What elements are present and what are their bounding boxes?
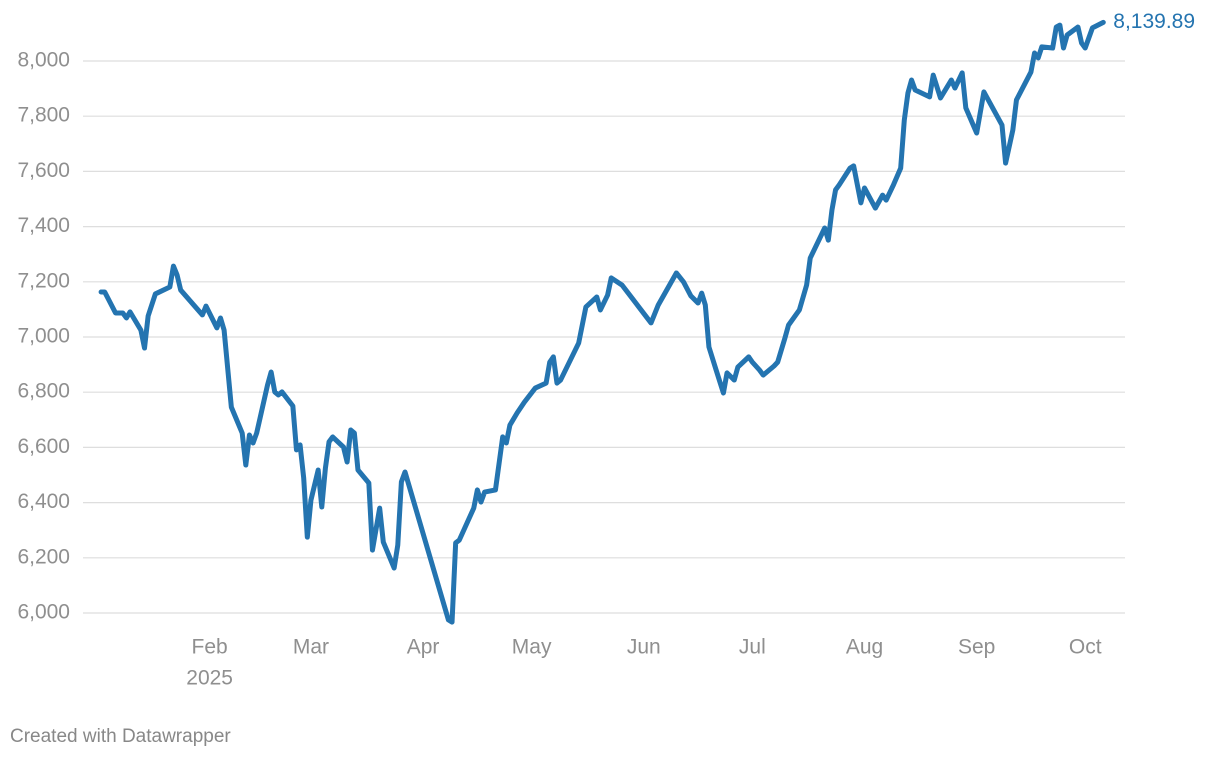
y-tick-label: 6,000 <box>17 601 70 624</box>
x-tick-label: Apr <box>407 636 440 659</box>
y-tick-label: 7,400 <box>17 214 70 237</box>
grid <box>83 60 1125 614</box>
y-tick-label: 7,000 <box>17 325 70 348</box>
y-tick-label: 8,000 <box>17 49 70 72</box>
x-tick-label: Sep <box>958 636 995 659</box>
y-tick-label: 6,400 <box>17 490 70 513</box>
x-tick-label: Oct <box>1069 636 1102 659</box>
axis-labels: 6,000 6,200 6,400 6,600 6,800 7,000 7,200 7,400… <box>17 49 1101 690</box>
x-year-label: 2025 <box>186 667 233 690</box>
x-tick-label: May <box>512 636 552 659</box>
x-tick-label: Feb <box>192 636 228 659</box>
y-tick-label: 7,600 <box>17 159 70 182</box>
y-tick-label: 6,600 <box>17 435 70 458</box>
y-tick-label: 7,200 <box>17 269 70 292</box>
x-tick-label: Aug <box>846 636 883 659</box>
plot: 8,139.89 <box>98 10 1195 625</box>
y-tick-label: 6,800 <box>17 380 70 403</box>
x-tick-label: Jun <box>627 636 661 659</box>
y-tick-label: 7,800 <box>17 104 70 127</box>
y-tick-label: 6,200 <box>17 545 70 568</box>
x-tick-label: Jul <box>739 636 766 659</box>
x-tick-label: Mar <box>293 636 329 659</box>
value-label: 8,139.89 <box>1113 10 1195 33</box>
credit: Created with Datawrapper <box>10 726 231 747</box>
line <box>98 19 1106 625</box>
